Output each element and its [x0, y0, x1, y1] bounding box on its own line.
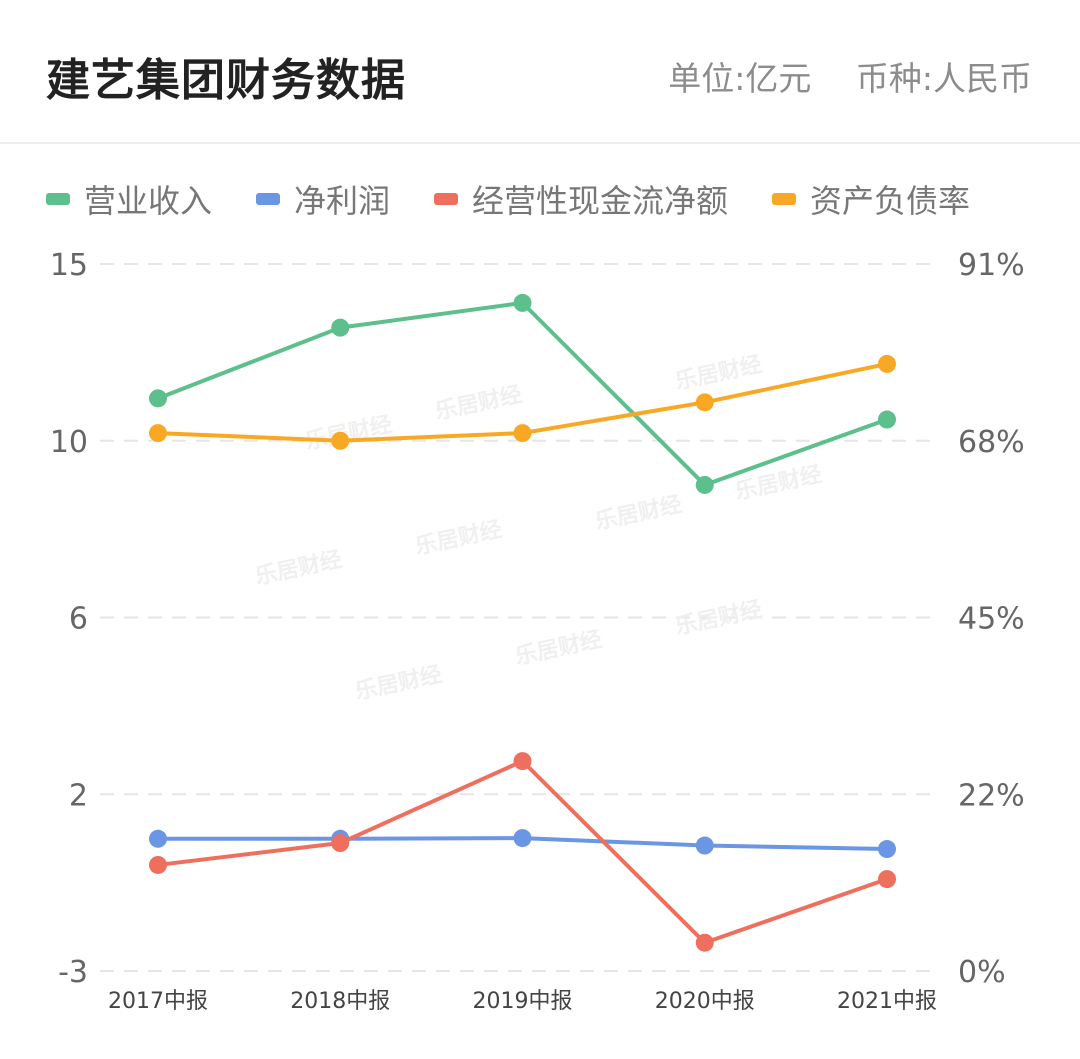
y-right-tick-label: 22%: [958, 778, 1025, 813]
y-left-tick-label: -3: [58, 955, 88, 990]
data-point: [149, 424, 167, 443]
watermark: 乐居财经: [433, 381, 524, 425]
page-title: 建艺集团财务数据: [46, 55, 406, 106]
data-point: [878, 354, 896, 373]
data-point: [513, 293, 532, 312]
y-right-tick-label: 68%: [958, 425, 1025, 460]
x-tick-label: 2020中报: [655, 989, 755, 1014]
unit-label: 单位:亿元: [668, 59, 812, 98]
legend-item[interactable]: 营业收入: [46, 176, 212, 222]
series-line: [157, 300, 888, 487]
series-line: [157, 759, 888, 945]
legend-swatch: [434, 193, 459, 205]
watermark: 乐居财经: [303, 411, 394, 455]
data-point: [513, 829, 532, 848]
legend-label: 净利润: [294, 182, 391, 220]
x-tick-label: 2017中报: [108, 989, 208, 1014]
legend-item[interactable]: 资产负债率: [772, 176, 970, 222]
chart-legend: 营业收入 净利润 经营性现金流净额 资产负债率: [46, 176, 1014, 222]
y-left-tick-label: 15: [50, 248, 88, 283]
data-point: [695, 836, 714, 855]
data-point: [878, 410, 896, 429]
y-right-tick-label: 91%: [958, 248, 1025, 283]
watermark: 乐居财经: [673, 351, 764, 395]
data-point: [149, 389, 167, 408]
x-tick-label: 2019中报: [473, 989, 573, 1014]
data-point: [695, 475, 714, 494]
x-tick-label: 2021中报: [837, 989, 937, 1014]
legend-item[interactable]: 经营性现金流净额: [434, 176, 728, 222]
watermark: 乐居财经: [253, 546, 344, 590]
data-point: [149, 829, 167, 848]
data-point: [878, 840, 896, 859]
data-point: [513, 752, 532, 771]
legend-swatch: [256, 193, 281, 205]
data-point: [331, 431, 350, 450]
data-point: [695, 933, 714, 952]
currency-label: 币种:人民币: [855, 59, 1032, 98]
header: 建艺集团财务数据 单位:亿元 币种:人民币: [0, 0, 1080, 144]
data-point: [695, 393, 714, 412]
x-tick-label: 2018中报: [290, 989, 390, 1014]
data-point: [331, 834, 350, 853]
y-right-tick-label: 45%: [958, 602, 1025, 637]
y-right-tick-label: 0%: [958, 955, 1006, 990]
legend-label: 经营性现金流净额: [472, 182, 729, 220]
y-left-tick-label: 10: [50, 425, 88, 460]
watermark: 乐居财经: [593, 491, 684, 535]
watermark: 乐居财经: [513, 626, 604, 670]
data-point: [878, 870, 896, 889]
legend-label: 营业收入: [84, 182, 213, 220]
legend-swatch: [46, 193, 70, 205]
legend-item[interactable]: 净利润: [256, 176, 390, 222]
data-point: [149, 855, 167, 874]
data-point: [513, 424, 532, 443]
y-left-tick-label: 2: [69, 778, 88, 813]
data-point: [331, 318, 350, 337]
y-left-tick-label: 6: [69, 602, 88, 637]
legend-label: 资产负债率: [810, 182, 971, 220]
watermark: 乐居财经: [413, 516, 504, 560]
units-info: 单位:亿元 币种:人民币: [668, 52, 1032, 100]
legend-swatch: [772, 193, 797, 205]
watermark: 乐居财经: [353, 661, 444, 705]
watermark: 乐居财经: [673, 596, 764, 640]
